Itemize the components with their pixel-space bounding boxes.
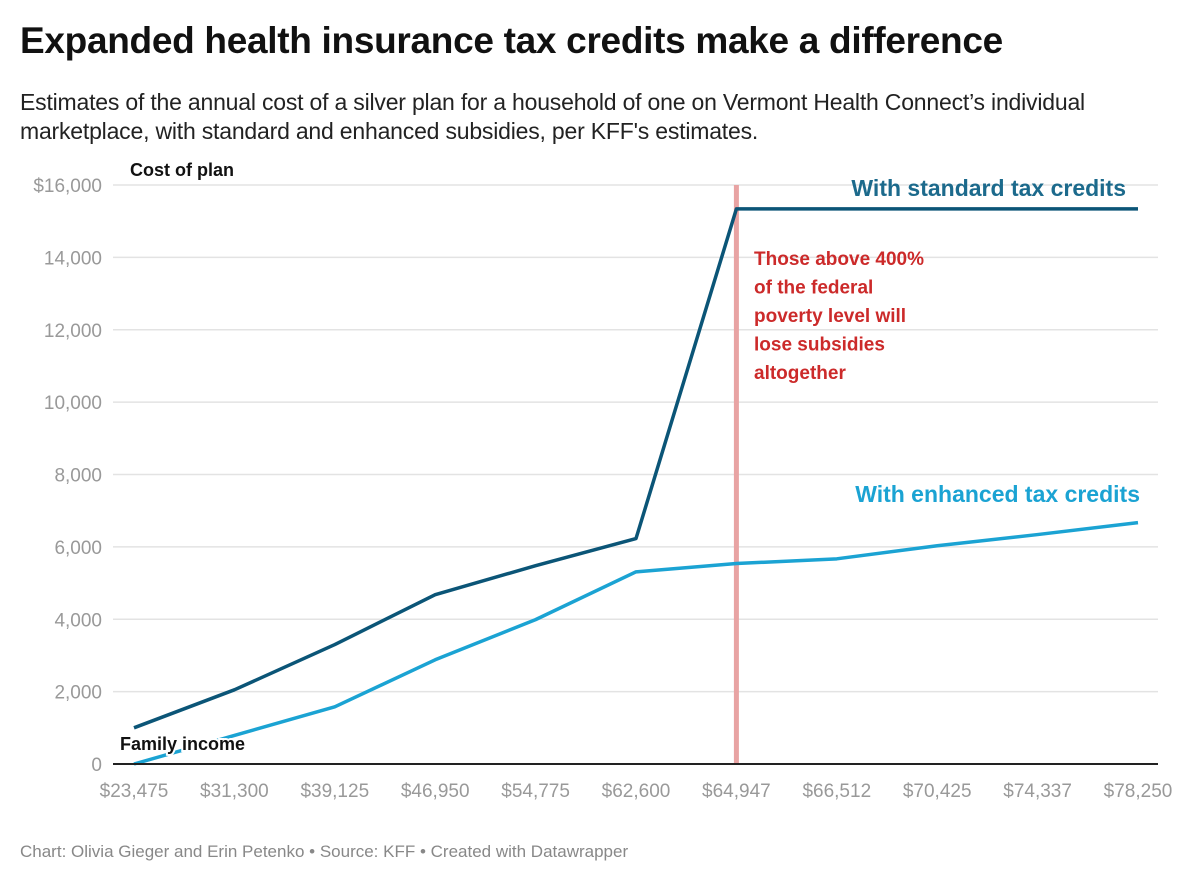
y-tick-label: 0 <box>91 755 102 776</box>
series-label-standard: With standard tax credits <box>851 175 1126 201</box>
series-line-1 <box>133 520 1139 766</box>
x-tick-label: $62,600 <box>602 781 671 802</box>
x-tick-label: $66,512 <box>802 781 871 802</box>
x-tick-label: $54,775 <box>501 781 570 802</box>
annotation-line: altogether <box>754 363 846 384</box>
x-tick-label: $23,475 <box>100 781 169 802</box>
annotation-line: Those above 400% <box>754 249 924 270</box>
x-tick-label: $78,250 <box>1104 781 1173 802</box>
x-axis-title: Family income <box>120 734 245 754</box>
y-axis-title: Cost of plan <box>130 160 234 180</box>
y-tick-label: 4,000 <box>54 610 102 631</box>
x-tick-label: $64,947 <box>702 781 771 802</box>
series-label-enhanced: With enhanced tax credits <box>855 481 1140 507</box>
y-tick-label: 8,000 <box>54 466 102 487</box>
series-line-0 <box>133 207 1138 730</box>
x-tick-label: $70,425 <box>903 781 972 802</box>
y-tick-label: 10,000 <box>44 393 102 414</box>
y-tick-label: 14,000 <box>44 248 102 269</box>
chart-title: Expanded health insurance tax credits ma… <box>20 20 1003 61</box>
x-tick-label: $39,125 <box>300 781 369 802</box>
x-tick-label: $74,337 <box>1003 781 1072 802</box>
chart-subtitle: Estimates of the annual cost of a silver… <box>20 89 1085 144</box>
annotation-line: poverty level will <box>754 306 906 327</box>
y-tick-label: 12,000 <box>44 321 102 342</box>
x-tick-label: $46,950 <box>401 781 470 802</box>
y-tick-label: 2,000 <box>54 683 102 704</box>
x-tick-label: $31,300 <box>200 781 269 802</box>
chart-footer: Chart: Olivia Gieger and Erin Petenko • … <box>20 842 629 861</box>
annotation-line: lose subsidies <box>754 335 885 356</box>
y-tick-label: $16,000 <box>33 176 102 197</box>
y-tick-label: 6,000 <box>54 538 102 559</box>
annotation-line: of the federal <box>754 278 873 299</box>
